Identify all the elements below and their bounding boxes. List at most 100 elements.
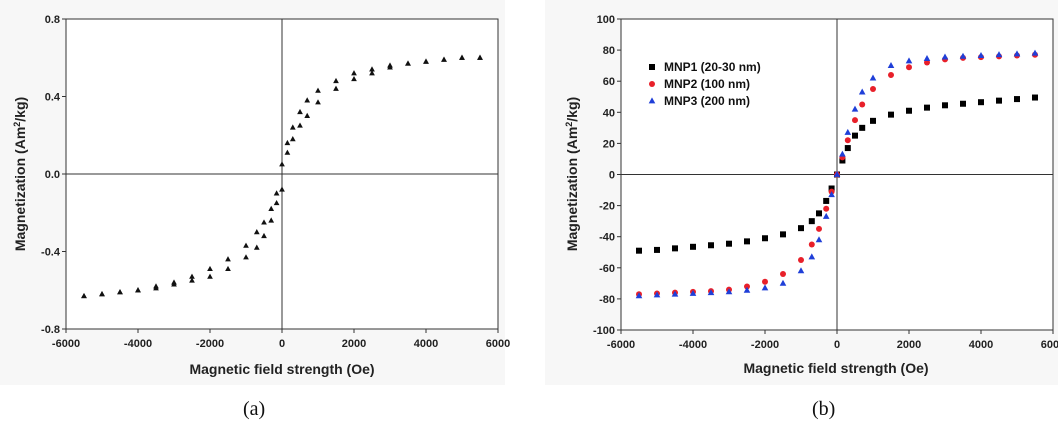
- data-point: [816, 225, 822, 232]
- x-tick-label: 0: [279, 338, 285, 350]
- data-point: [304, 112, 311, 118]
- data-point: [315, 87, 321, 93]
- data-point: [690, 243, 696, 250]
- y-axis-label-a-sup: 2: [12, 122, 22, 127]
- y-tick-label: -80: [599, 294, 615, 306]
- y-tick-label: -100: [593, 325, 615, 337]
- data-point: [459, 54, 465, 60]
- y-axis-label-a: Magnetization (Am2/kg): [12, 97, 28, 251]
- panel-a: -6000 -4000 -2000 0 2000 4000 6000 -0.8 -0.4 0.0…: [12, 14, 510, 377]
- data-point: [1013, 50, 1021, 57]
- data-point: [942, 102, 948, 109]
- data-point: [833, 170, 841, 177]
- legend-marker: [649, 81, 655, 87]
- data-point: [761, 284, 769, 291]
- y-tick-label: -0.4: [41, 247, 61, 259]
- data-point: [725, 288, 733, 295]
- legend: MNP1 (20-30 nm) MNP2 (100 nm) MNP3 (200 nm…: [648, 60, 761, 108]
- y-tick-label: 40: [603, 107, 615, 119]
- x-tick-label: 2000: [342, 338, 366, 350]
- data-point: [304, 97, 311, 103]
- data-point: [798, 257, 804, 264]
- data-point: [1031, 49, 1039, 56]
- y-tick-label: 100: [597, 14, 615, 26]
- x-tick-label: -2000: [196, 338, 224, 350]
- data-point: [279, 161, 285, 167]
- data-point: [171, 279, 177, 285]
- data-point: [815, 236, 823, 243]
- data-point: [707, 289, 715, 296]
- data-point: [844, 137, 851, 144]
- data-point: [906, 64, 912, 71]
- data-point: [387, 64, 393, 70]
- data-point: [135, 287, 141, 293]
- x-tick-label: -4000: [679, 339, 707, 351]
- data-point: [654, 246, 660, 253]
- y-tick-label: 60: [603, 76, 615, 88]
- data-point: [297, 122, 303, 128]
- x-axis-label-b: Magnetic field strength (Oe): [743, 360, 928, 376]
- data-point: [289, 136, 296, 142]
- x-tick-label: -6000: [52, 338, 80, 350]
- data-point: [995, 51, 1003, 58]
- data-point: [823, 205, 830, 212]
- data-point: [253, 244, 260, 250]
- data-point: [959, 52, 967, 59]
- data-point: [369, 66, 375, 72]
- x-tick-label: 4000: [969, 339, 993, 351]
- y-axis-label-b-end: /kg): [564, 97, 580, 122]
- data-point: [189, 273, 195, 279]
- data-point: [284, 149, 291, 155]
- y-tick-label: 0: [609, 170, 615, 182]
- data-point: [405, 60, 411, 66]
- data-point: [689, 289, 697, 296]
- data-point: [99, 291, 105, 297]
- x-tick-label: 6000: [486, 338, 510, 350]
- data-point: [207, 265, 213, 272]
- data-point: [906, 107, 912, 114]
- x-tick-label: -4000: [124, 338, 152, 350]
- data-point: [653, 291, 661, 298]
- data-point: [743, 286, 751, 293]
- y-tick-label: -0.8: [41, 324, 60, 336]
- data-point: [671, 290, 679, 297]
- data-point: [797, 267, 805, 274]
- y-tick-label: 0.4: [45, 92, 61, 104]
- data-point: [823, 197, 830, 204]
- data-point: [839, 150, 846, 157]
- data-point: [635, 292, 643, 299]
- x-axis-label-a: Magnetic field strength (Oe): [189, 361, 374, 377]
- data-point: [207, 273, 213, 279]
- data-point: [762, 235, 768, 242]
- data-point: [726, 240, 732, 247]
- data-point: [762, 278, 768, 285]
- data-point: [844, 128, 852, 135]
- data-point: [744, 238, 750, 245]
- data-point: [268, 217, 275, 223]
- data-point: [822, 212, 830, 219]
- data-point: [273, 190, 280, 196]
- data-point: [315, 99, 321, 105]
- data-point: [780, 231, 786, 238]
- data-point: [333, 77, 339, 84]
- data-point: [924, 104, 930, 111]
- y-axis-label-a-end: /kg): [12, 97, 28, 122]
- data-point: [844, 145, 851, 152]
- data-point: [351, 70, 357, 76]
- legend-label: MNP1 (20-30 nm): [664, 60, 761, 74]
- y-tick-label: -40: [599, 232, 615, 244]
- data-point: [243, 254, 249, 260]
- x-tick-label: 0: [834, 339, 840, 351]
- x-tick-label: -2000: [751, 339, 779, 351]
- data-point: [923, 55, 931, 62]
- data-point: [153, 283, 159, 289]
- data-point: [798, 225, 804, 232]
- x-tick-label: 4000: [414, 338, 438, 350]
- y-axis-label-b-sup: 2: [564, 122, 574, 127]
- y-tick-label: 80: [603, 45, 615, 57]
- data-point: [941, 53, 949, 60]
- y-tick-label: 0.8: [45, 14, 60, 26]
- data-point: [189, 277, 195, 283]
- data-point: [839, 157, 846, 164]
